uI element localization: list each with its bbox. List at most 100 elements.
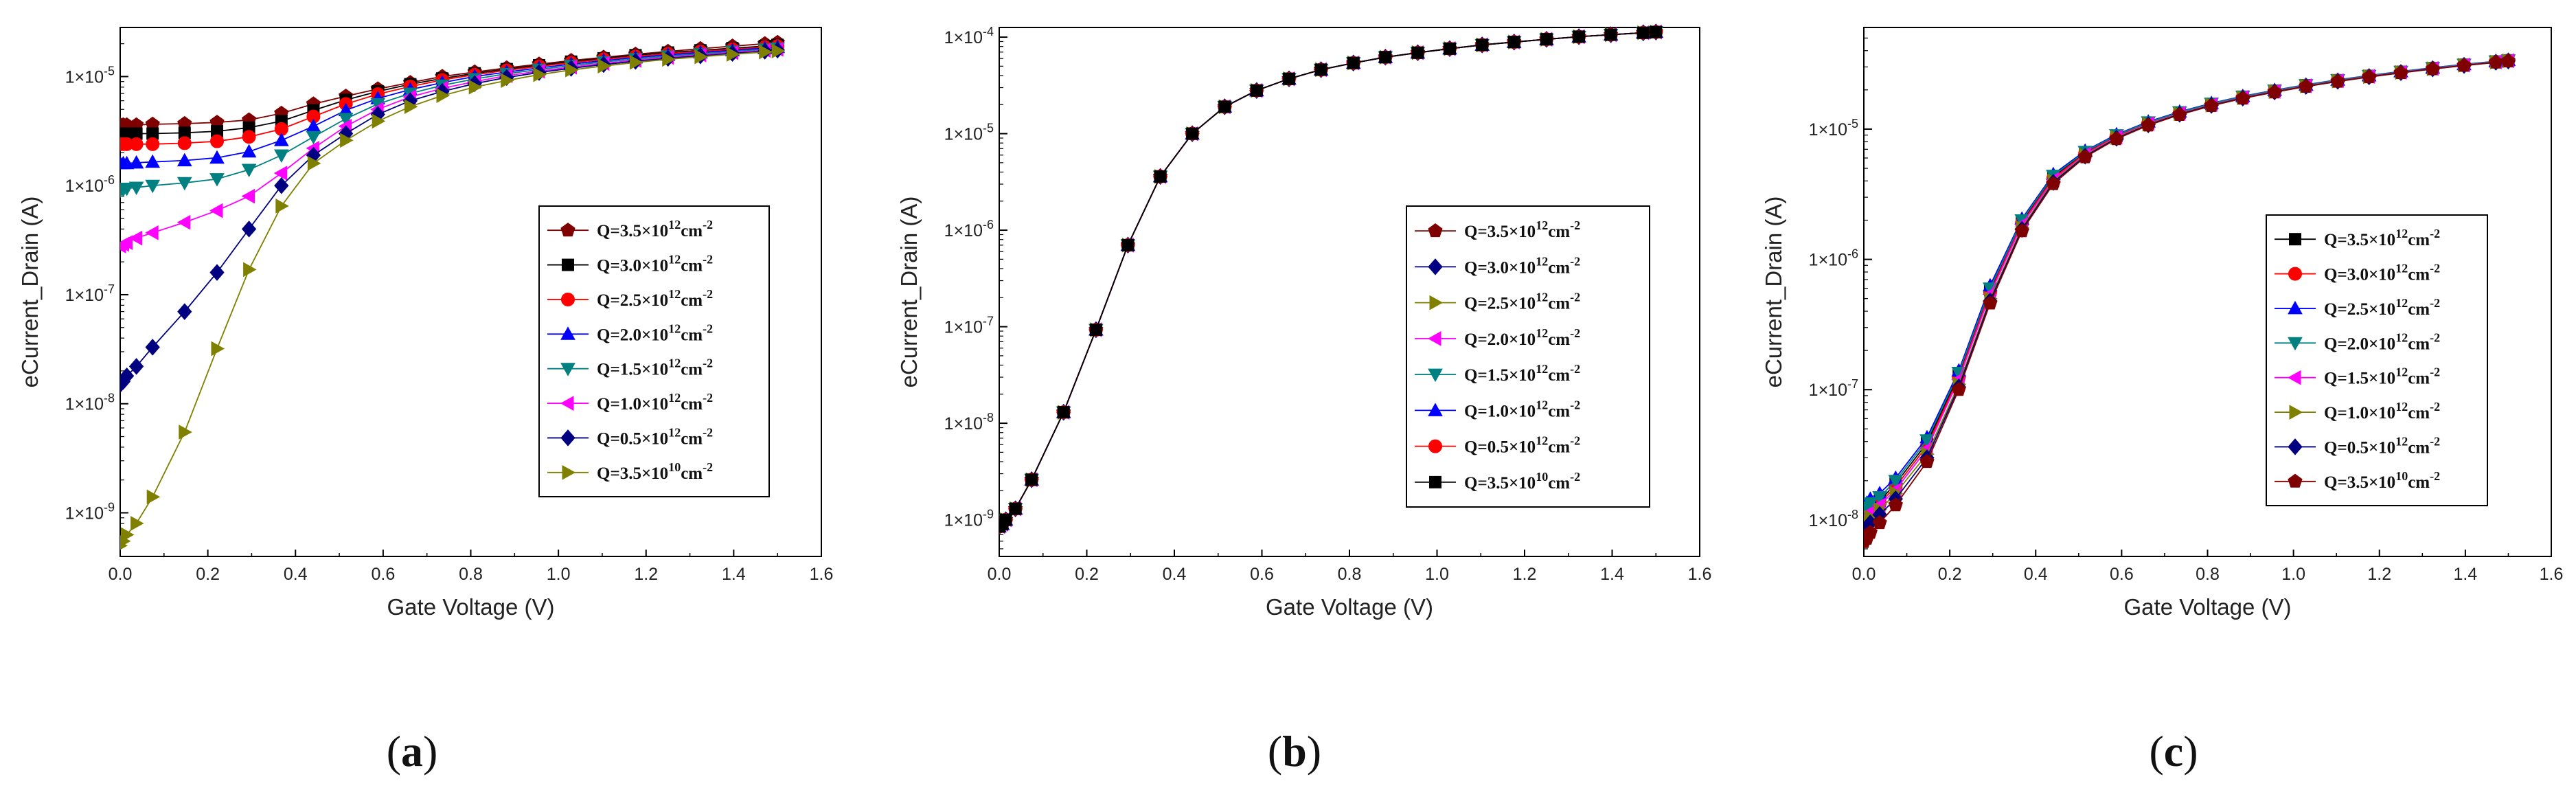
data-point (145, 154, 161, 168)
x-tick-label: 1.6 (810, 565, 834, 584)
data-point (120, 367, 135, 385)
x-tick-label: 0.8 (2196, 565, 2220, 584)
legend-label: Q=0.5×1012cm-2 (2324, 434, 2440, 457)
data-point (275, 199, 289, 214)
data-point (2014, 223, 2029, 238)
x-tick-label: 1.2 (2367, 565, 2391, 584)
data-point (145, 339, 160, 356)
data-point (241, 188, 255, 204)
y-tick-label: 1×10-7 (944, 315, 994, 337)
legend-label: Q=2.5×1012cm-2 (597, 287, 713, 310)
legend-label: Q=3.0×1012cm-2 (2324, 262, 2440, 284)
y-tick-label: 1×10-7 (1809, 377, 1858, 400)
y-tick-label: 1×10-8 (944, 411, 994, 433)
data-point (2204, 98, 2219, 112)
data-point (145, 179, 161, 194)
legend-marker (1429, 295, 1444, 311)
x-tick-label: 1.0 (547, 565, 571, 584)
legend-marker (1428, 258, 1443, 275)
data-point (209, 264, 225, 281)
x-tick-label: 1.6 (1688, 565, 1712, 584)
x-tick-label: 1.0 (1425, 565, 1449, 584)
x-tick-label: 0.8 (459, 565, 483, 584)
data-point (176, 214, 191, 230)
legend-label: Q=3.5×1012cm-2 (1464, 218, 1580, 241)
y-tick-label: 1×10-5 (65, 64, 115, 87)
legend-label: Q=2.0×1012cm-2 (597, 321, 713, 344)
data-point (128, 155, 144, 169)
x-axis-title: Gate Voltage (V) (387, 594, 555, 620)
legend-label: Q=0.5×1012cm-2 (597, 425, 713, 448)
data-point (176, 153, 192, 167)
x-tick-label: 1.2 (1513, 565, 1537, 584)
legend-marker (1428, 223, 1443, 238)
data-point (120, 235, 133, 251)
data-point (1250, 84, 1263, 97)
x-axis-title: Gate Voltage (V) (2124, 594, 2292, 620)
legend-marker (560, 326, 575, 340)
y-tick-label: 1×10-7 (65, 282, 115, 305)
legend-label: Q=1.0×1012cm-2 (2324, 400, 2440, 422)
data-point (1872, 515, 1887, 530)
y-axis-title: eCurrent_Drain (A) (17, 196, 43, 388)
data-point (1951, 382, 1966, 396)
data-point (1089, 324, 1102, 337)
data-point (1476, 38, 1489, 52)
data-point (129, 137, 144, 151)
legend-marker (2288, 438, 2303, 455)
data-point (2141, 117, 2156, 132)
data-point (128, 358, 144, 375)
data-point (130, 516, 144, 531)
data-point (1872, 491, 1887, 505)
data-point (1009, 502, 1022, 515)
data-point (2046, 176, 2061, 190)
data-point (2500, 53, 2516, 68)
x-tick-label: 0.0 (1852, 565, 1876, 584)
data-point (211, 341, 225, 357)
x-tick-label: 0.6 (1250, 565, 1274, 584)
data-point (2330, 74, 2345, 88)
data-point (241, 163, 257, 178)
legend-label: Q=3.5×1010cm-2 (2324, 469, 2440, 492)
data-point (1888, 497, 1903, 512)
data-point (243, 262, 257, 278)
data-point (1025, 473, 1038, 486)
legend-marker (2287, 370, 2301, 385)
legend-label: Q=0.5×1012cm-2 (1464, 434, 1580, 457)
legend: Q=3.5×1012cm-2 Q=3.0×1012cm-2 Q=2.5×1012cm… (1406, 205, 1650, 508)
chart-panel-b: 0.0 0.2 0.4 0.6 0.8 1.0 1.2 1.4 1.6 1×10-4 1×10-5 1… (896, 23, 1712, 776)
data-point (176, 177, 192, 191)
x-tick-label: 0.8 (1338, 565, 1362, 584)
x-tick-label: 0.4 (1163, 565, 1187, 584)
data-point (146, 137, 160, 151)
legend-label: Q=2.0×1012cm-2 (1464, 326, 1580, 349)
legend-label: Q=3.5×1012cm-2 (597, 218, 713, 240)
legend-label: Q=2.5×1012cm-2 (1464, 291, 1580, 313)
data-point (120, 183, 135, 196)
legend-label: Q=1.5×1012cm-2 (1464, 362, 1580, 385)
y-tick-label: 1×10-6 (1809, 247, 1858, 270)
panel-label: (c) (2149, 727, 2198, 776)
data-point (242, 130, 256, 144)
data-point (2235, 91, 2250, 105)
legend-label: Q=1.0×1012cm-2 (1464, 398, 1580, 420)
panel-label: (a) (387, 727, 438, 776)
legend-label: Q=1.0×1012cm-2 (597, 391, 713, 414)
y-tick-label: 1×10-4 (944, 25, 994, 47)
legend-label: Q=1.5×1012cm-2 (2324, 365, 2440, 388)
y-tick-label: 1×10-8 (1809, 508, 1858, 530)
data-point (145, 225, 159, 240)
y-tick-label: 1×10-8 (65, 392, 115, 414)
chart-panel-c: 0.0 0.2 0.4 0.6 0.8 1.0 1.2 1.4 1.6 1×10-5 1×10-6 1… (1761, 27, 2563, 776)
data-point (120, 155, 135, 170)
x-tick-label: 1.4 (2453, 565, 2477, 584)
data-point (241, 144, 257, 158)
data-point (1983, 295, 1998, 310)
data-point (273, 133, 289, 146)
legend-marker (562, 464, 576, 480)
data-point (999, 513, 1012, 526)
data-point (306, 131, 321, 145)
x-tick-label: 0.4 (284, 565, 308, 584)
data-point (1411, 46, 1424, 59)
